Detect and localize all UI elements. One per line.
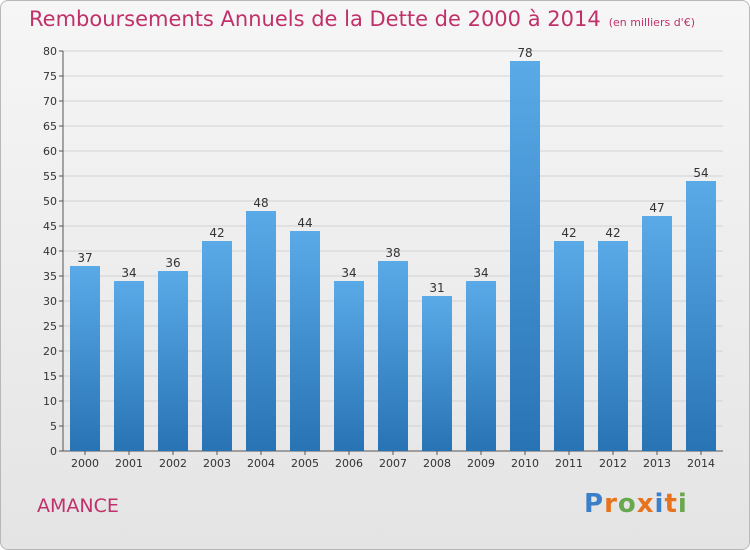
x-tick-label: 2010 [511, 457, 539, 470]
bar [642, 216, 672, 451]
logo-letter: P [584, 489, 605, 519]
logo-letter: i [677, 489, 688, 519]
data-label: 34 [341, 266, 356, 280]
y-tick-label: 80 [43, 45, 57, 58]
x-tick-label: 2014 [687, 457, 715, 470]
x-tick-label: 2005 [291, 457, 319, 470]
y-tick-label: 20 [43, 345, 57, 358]
x-tick-label: 2011 [555, 457, 583, 470]
logo-letter: t [664, 489, 678, 519]
bar [598, 241, 628, 451]
bar [70, 266, 100, 451]
y-tick-label: 0 [50, 445, 57, 458]
proxiti-logo: Proxiti [584, 489, 688, 519]
logo-letter: r [604, 489, 618, 519]
y-tick-label: 75 [43, 70, 57, 83]
title-text: Remboursements Annuels de la Dette de 20… [29, 7, 601, 31]
x-tick-label: 2002 [159, 457, 187, 470]
chart-title: Remboursements Annuels de la Dette de 20… [29, 7, 695, 31]
bar [158, 271, 188, 451]
bar [202, 241, 232, 451]
data-label: 47 [649, 201, 664, 215]
x-tick-label: 2004 [247, 457, 275, 470]
bar [466, 281, 496, 451]
x-tick-label: 2012 [599, 457, 627, 470]
data-label: 42 [605, 226, 620, 240]
bar [114, 281, 144, 451]
bar [378, 261, 408, 451]
x-tick-label: 2008 [423, 457, 451, 470]
y-tick-label: 60 [43, 145, 57, 158]
x-tick-label: 2013 [643, 457, 671, 470]
data-label: 54 [693, 166, 708, 180]
y-tick-label: 25 [43, 320, 57, 333]
bar [422, 296, 452, 451]
logo-letter: x [636, 489, 655, 519]
y-tick-label: 35 [43, 270, 57, 283]
bar [334, 281, 364, 451]
unit-label: (en milliers d'€) [608, 16, 695, 29]
x-tick-label: 2003 [203, 457, 231, 470]
y-tick-label: 5 [50, 420, 57, 433]
data-label: 34 [121, 266, 136, 280]
y-tick-label: 15 [43, 370, 57, 383]
x-tick-label: 2006 [335, 457, 363, 470]
x-tick-label: 2000 [71, 457, 99, 470]
data-label: 44 [297, 216, 312, 230]
x-tick-label: 2009 [467, 457, 495, 470]
y-tick-label: 10 [43, 395, 57, 408]
y-tick-label: 50 [43, 195, 57, 208]
y-tick-label: 30 [43, 295, 57, 308]
data-label: 36 [165, 256, 180, 270]
y-tick-label: 45 [43, 220, 57, 233]
bar [686, 181, 716, 451]
bar [554, 241, 584, 451]
data-label: 78 [517, 46, 532, 60]
data-label: 48 [253, 196, 268, 210]
data-label: 38 [385, 246, 400, 260]
x-tick-label: 2001 [115, 457, 143, 470]
logo-letter: o [617, 489, 637, 519]
y-tick-label: 40 [43, 245, 57, 258]
data-label: 37 [77, 251, 92, 265]
y-tick-label: 70 [43, 95, 57, 108]
commune-name: AMANCE [37, 495, 119, 517]
data-label: 34 [473, 266, 488, 280]
data-label: 42 [209, 226, 224, 240]
x-tick-label: 2007 [379, 457, 407, 470]
data-label: 31 [429, 281, 444, 295]
bar [290, 231, 320, 451]
y-tick-label: 55 [43, 170, 57, 183]
data-label: 42 [561, 226, 576, 240]
logo-letter: i [654, 489, 665, 519]
bar [246, 211, 276, 451]
bar [510, 61, 540, 451]
y-tick-label: 65 [43, 120, 57, 133]
